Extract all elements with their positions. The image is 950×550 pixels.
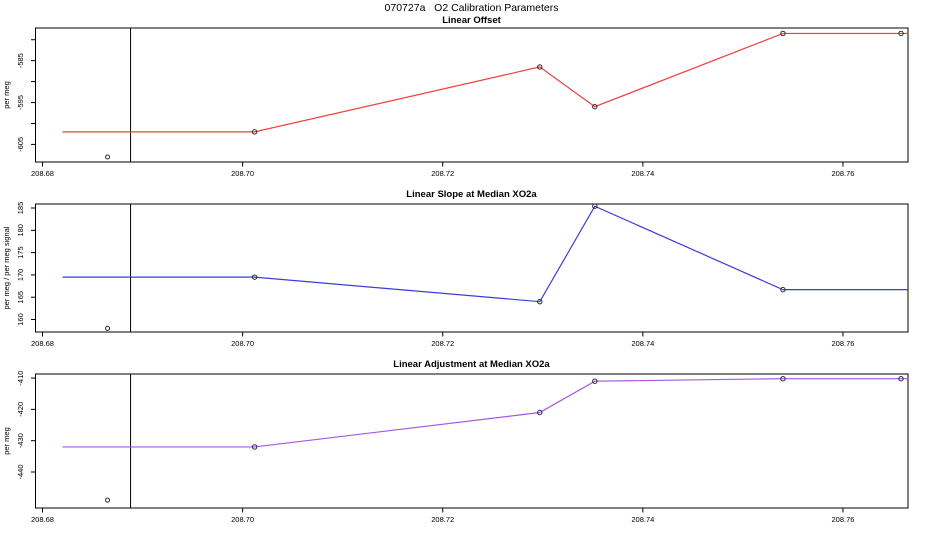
y-tick-label: 170 [16, 269, 25, 282]
panel-title-linear-slope: Linear Slope at Median XO2a [406, 189, 537, 200]
data-point-marker [898, 375, 904, 382]
data-point-marker [537, 64, 543, 70]
x-tick-label: 208.74 [631, 515, 654, 524]
data-point-marker [537, 409, 543, 416]
y-tick-label: -410 [16, 371, 25, 386]
y-tick-label: -585 [16, 53, 25, 68]
data-point-marker [898, 30, 904, 37]
y-tick-label: 180 [16, 224, 25, 237]
x-tick-label: 208.76 [831, 515, 854, 524]
chart-panel-2: 208.68 208.70 208.72 208.74 208.76 160 165 170 1… [2, 202, 909, 348]
data-point-marker [251, 274, 258, 280]
panel-title-linear-adjustment: Linear Adjustment at Median XO2a [393, 359, 550, 370]
y-tick-label: 175 [16, 246, 25, 259]
data-point-marker [592, 203, 598, 209]
data-point-marker [780, 286, 786, 293]
y-tick-label: 185 [16, 202, 25, 215]
data-line [62, 205, 908, 303]
outlier-point [105, 325, 111, 331]
y-tick-label: -440 [16, 464, 25, 479]
x-tick-label: 208.68 [31, 339, 54, 348]
y-tick-label: -605 [16, 137, 25, 152]
plot-box [35, 203, 909, 333]
y-axis-title: per meg [2, 427, 11, 455]
y-tick-label: -420 [16, 402, 25, 417]
y-axis-title: per meg [2, 81, 11, 109]
data-point-marker [592, 104, 598, 110]
x-tick-label: 208.76 [831, 169, 854, 178]
data-line [62, 378, 908, 448]
x-tick-label: 208.70 [231, 515, 254, 524]
data-point-marker [537, 298, 543, 305]
chart-panel-3: 208.68 208.70 208.72 208.74 208.76 -440 -430 -4… [2, 371, 909, 524]
data-point-marker [592, 378, 598, 384]
x-tick-label: 208.68 [31, 515, 54, 524]
data-line [62, 32, 908, 133]
x-tick-label: 208.72 [431, 515, 454, 524]
y-axis-title: per meg / per meg signal [2, 226, 11, 309]
x-tick-label: 208.74 [631, 339, 654, 348]
y-tick-label: -595 [16, 95, 25, 110]
data-point-marker [780, 375, 786, 382]
panel-title-linear-offset: Linear Offset [442, 15, 501, 26]
x-tick-label: 208.68 [31, 169, 54, 178]
x-tick-label: 208.70 [231, 169, 254, 178]
x-tick-label: 208.70 [231, 339, 254, 348]
x-tick-label: 208.72 [431, 339, 454, 348]
y-tick-label: -430 [16, 433, 25, 448]
x-tick-label: 208.76 [831, 339, 854, 348]
outlier-point [105, 154, 111, 160]
y-tick-label: 160 [16, 313, 25, 326]
data-point-marker [251, 129, 258, 135]
chart-panel-1: 208.68 208.70 208.72 208.74 208.76 -585 -595 -6… [2, 27, 909, 178]
figure-title: 070727a O2 Calibration Parameters [384, 2, 559, 14]
x-tick-label: 208.72 [431, 169, 454, 178]
outlier-point [105, 497, 111, 503]
data-point-marker [780, 30, 786, 37]
plot-box [35, 27, 909, 163]
data-point-marker [251, 444, 258, 450]
y-tick-label: 165 [16, 291, 25, 304]
x-tick-label: 208.74 [631, 169, 654, 178]
plot-box [35, 373, 909, 509]
